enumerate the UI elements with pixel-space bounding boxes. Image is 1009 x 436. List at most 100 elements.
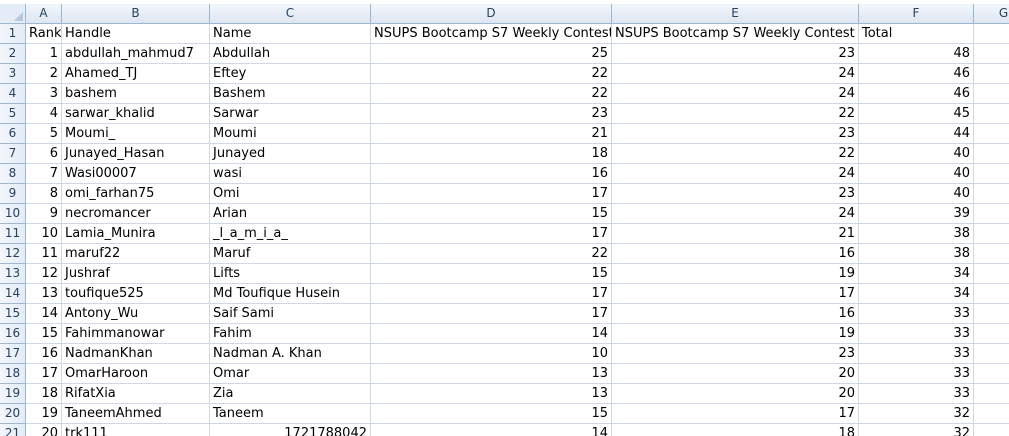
cell-a[interactable]: 9 <box>26 204 62 224</box>
cell-b[interactable]: Wasi00007 <box>62 164 210 184</box>
cell-g[interactable] <box>974 424 1009 436</box>
cell-c[interactable]: Arian <box>210 204 371 224</box>
cell-a[interactable]: 1 <box>26 44 62 64</box>
cell-g[interactable] <box>974 104 1009 124</box>
cell-b[interactable]: TaneemAhmed <box>62 404 210 424</box>
cell-g[interactable] <box>974 304 1009 324</box>
cell-b[interactable]: Handle <box>62 24 210 44</box>
row-header[interactable]: 21 <box>0 424 26 436</box>
column-header-f[interactable]: F <box>859 4 974 24</box>
cell-g[interactable] <box>974 204 1009 224</box>
cell-b[interactable]: abdullah_mahmud7 <box>62 44 210 64</box>
cell-d[interactable]: 18 <box>371 144 612 164</box>
cell-f[interactable]: 46 <box>859 84 974 104</box>
row-header[interactable]: 6 <box>0 124 26 144</box>
cell-g[interactable] <box>974 144 1009 164</box>
cell-a[interactable]: Rank <box>26 24 62 44</box>
cell-b[interactable]: Antony_Wu <box>62 304 210 324</box>
cell-b[interactable]: trk111 <box>62 424 210 436</box>
cell-f[interactable]: 38 <box>859 224 974 244</box>
cell-c[interactable]: Lifts <box>210 264 371 284</box>
cell-f[interactable]: 32 <box>859 424 974 436</box>
cell-d[interactable]: 13 <box>371 364 612 384</box>
row-header[interactable]: 16 <box>0 324 26 344</box>
cell-e[interactable]: 23 <box>612 44 859 64</box>
cell-c[interactable]: Taneem <box>210 404 371 424</box>
cell-f[interactable]: 33 <box>859 324 974 344</box>
row-header[interactable]: 18 <box>0 364 26 384</box>
cell-a[interactable]: 2 <box>26 64 62 84</box>
cell-f[interactable]: 33 <box>859 304 974 324</box>
cell-d[interactable]: 21 <box>371 124 612 144</box>
cell-a[interactable]: 7 <box>26 164 62 184</box>
cell-a[interactable]: 17 <box>26 364 62 384</box>
column-header-b[interactable]: B <box>62 4 210 24</box>
cell-f[interactable]: 40 <box>859 164 974 184</box>
cell-g[interactable] <box>974 24 1009 44</box>
cell-a[interactable]: 12 <box>26 264 62 284</box>
cell-b[interactable]: maruf22 <box>62 244 210 264</box>
cell-a[interactable]: 3 <box>26 84 62 104</box>
cell-g[interactable] <box>974 284 1009 304</box>
cell-e[interactable]: 20 <box>612 384 859 404</box>
cell-g[interactable] <box>974 64 1009 84</box>
cell-d[interactable]: 15 <box>371 264 612 284</box>
cell-c[interactable]: Omar <box>210 364 371 384</box>
cell-b[interactable]: Fahimmanowar <box>62 324 210 344</box>
cell-g[interactable] <box>974 184 1009 204</box>
cell-c[interactable]: Sarwar <box>210 104 371 124</box>
row-header[interactable]: 5 <box>0 104 26 124</box>
row-header[interactable]: 3 <box>0 64 26 84</box>
cell-e[interactable]: 23 <box>612 124 859 144</box>
cell-b[interactable]: RifatXia <box>62 384 210 404</box>
cell-d[interactable]: 14 <box>371 324 612 344</box>
cell-e[interactable]: 16 <box>612 304 859 324</box>
cell-b[interactable]: toufique525 <box>62 284 210 304</box>
cell-a[interactable]: 5 <box>26 124 62 144</box>
cell-c[interactable]: Eftey <box>210 64 371 84</box>
cell-e[interactable]: 24 <box>612 64 859 84</box>
cell-g[interactable] <box>974 84 1009 104</box>
cell-d[interactable]: 22 <box>371 84 612 104</box>
cell-d[interactable]: 22 <box>371 64 612 84</box>
cell-a[interactable]: 10 <box>26 224 62 244</box>
row-header[interactable]: 17 <box>0 344 26 364</box>
cell-e[interactable]: 22 <box>612 144 859 164</box>
row-header[interactable]: 13 <box>0 264 26 284</box>
cell-f[interactable]: 46 <box>859 64 974 84</box>
cell-e[interactable]: 16 <box>612 244 859 264</box>
cell-b[interactable]: sarwar_khalid <box>62 104 210 124</box>
cell-c[interactable]: Abdullah <box>210 44 371 64</box>
cell-f[interactable]: 34 <box>859 264 974 284</box>
cell-f[interactable]: 40 <box>859 144 974 164</box>
cell-g[interactable] <box>974 404 1009 424</box>
cell-c[interactable]: wasi <box>210 164 371 184</box>
cell-d[interactable]: 23 <box>371 104 612 124</box>
row-header[interactable]: 2 <box>0 44 26 64</box>
cell-c[interactable]: _l_a_m_i_a_ <box>210 224 371 244</box>
cell-d[interactable]: 10 <box>371 344 612 364</box>
cell-e[interactable]: 23 <box>612 344 859 364</box>
cell-a[interactable]: 8 <box>26 184 62 204</box>
cell-e[interactable]: 17 <box>612 404 859 424</box>
cell-f[interactable]: 32 <box>859 404 974 424</box>
cell-c[interactable]: Name <box>210 24 371 44</box>
cell-a[interactable]: 18 <box>26 384 62 404</box>
cell-d[interactable]: 17 <box>371 224 612 244</box>
cell-e[interactable]: 24 <box>612 84 859 104</box>
cell-a[interactable]: 16 <box>26 344 62 364</box>
cell-e[interactable]: 20 <box>612 364 859 384</box>
cell-c[interactable]: 1721788042 <box>210 424 371 436</box>
cell-a[interactable]: 4 <box>26 104 62 124</box>
cell-e[interactable]: 23 <box>612 184 859 204</box>
cell-c[interactable]: Zia <box>210 384 371 404</box>
column-header-a[interactable]: A <box>26 4 62 24</box>
row-header[interactable]: 8 <box>0 164 26 184</box>
cell-b[interactable]: Moumi_ <box>62 124 210 144</box>
cell-b[interactable]: necromancer <box>62 204 210 224</box>
cell-g[interactable] <box>974 364 1009 384</box>
cell-c[interactable]: Maruf <box>210 244 371 264</box>
row-header[interactable]: 11 <box>0 224 26 244</box>
row-header[interactable]: 19 <box>0 384 26 404</box>
cell-a[interactable]: 13 <box>26 284 62 304</box>
